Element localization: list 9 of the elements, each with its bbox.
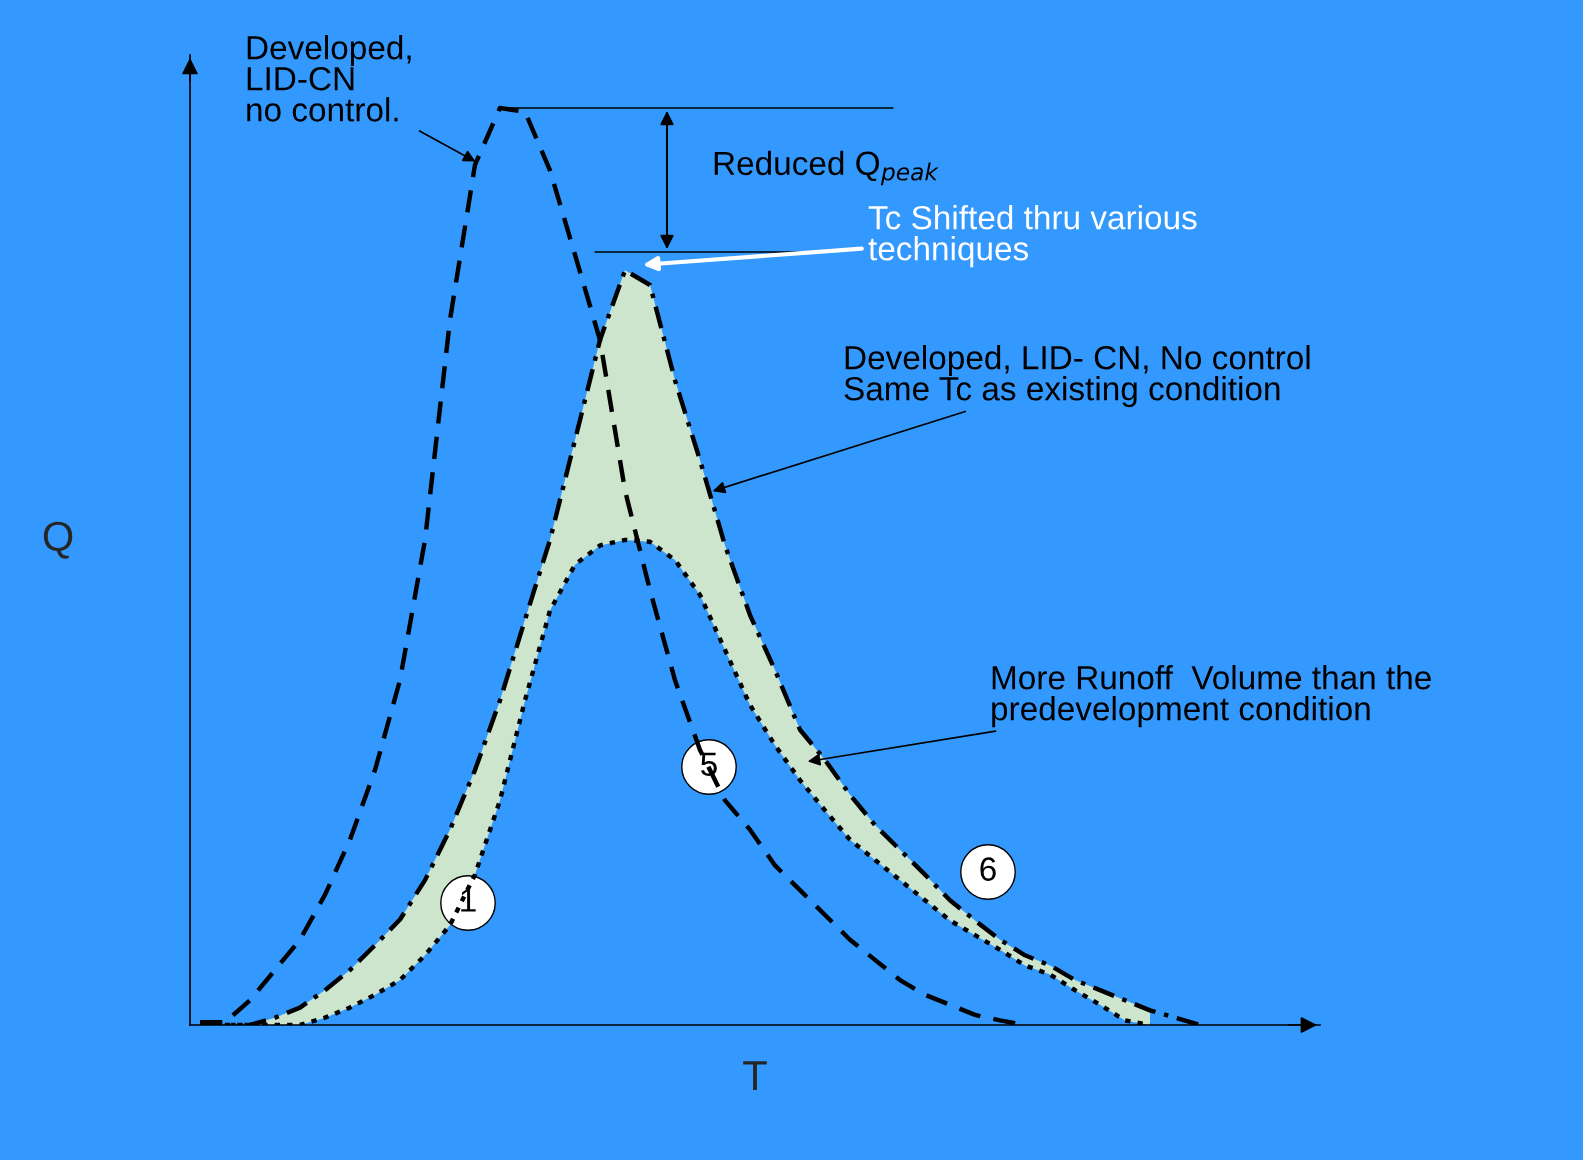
x-axis-title: T — [743, 1061, 767, 1090]
annotation: 6 — [980, 857, 996, 881]
y-axis-title: Q — [43, 521, 73, 559]
annotation: More Runoff Volume than the predevelopment condition — [992, 665, 1431, 728]
annotation: Developed, LID- CN, No control Same Tc as existing condition — [844, 345, 1310, 408]
annotation: 1 — [461, 888, 476, 912]
annotation: Tc Shifted thru various techniques — [868, 205, 1197, 268]
annotation: Reduced Q$_{peak}$ — [714, 150, 939, 186]
annotation: Developed, LID-CN no control. — [247, 35, 411, 122]
